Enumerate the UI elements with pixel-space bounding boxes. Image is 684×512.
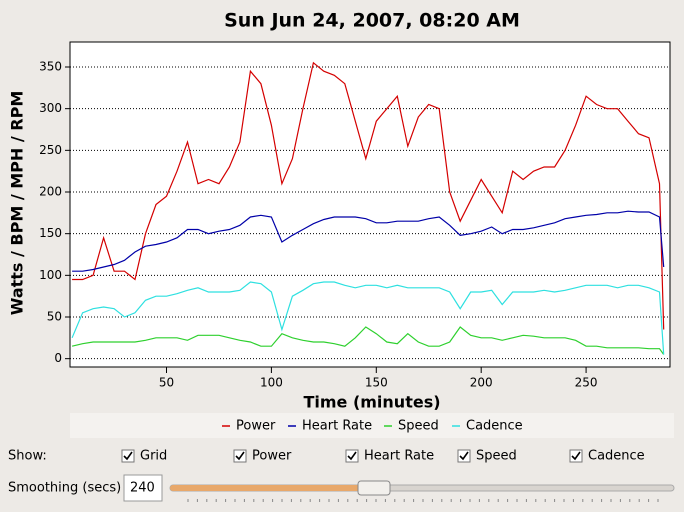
x-tick-label: 200: [470, 376, 493, 390]
series-line: [72, 61, 665, 330]
smoothing-input[interactable]: [123, 474, 163, 502]
x-axis-title: Time (minutes): [303, 393, 440, 412]
legend: Power Heart Rate Speed Cadence: [222, 419, 523, 434]
series-line: [72, 210, 665, 272]
y-tick-label: 150: [39, 226, 62, 240]
x-tick-label: 100: [260, 376, 283, 390]
controls: Show: Smoothing (secs) 240 Grid Power Hear…: [8, 449, 675, 502]
check-mark: [571, 451, 581, 461]
legend-label: Cadence: [466, 419, 523, 434]
legend-label: Speed: [398, 419, 439, 434]
x-tick-label: 150: [365, 376, 388, 390]
checkbox[interactable]: [569, 449, 583, 463]
smoothing-value: 240: [130, 481, 155, 496]
checkbox[interactable]: [121, 449, 135, 463]
checkbox-label[interactable]: Heart Rate: [364, 449, 434, 464]
checkbox-label[interactable]: Power: [252, 449, 292, 464]
show-label: Show:: [8, 449, 47, 464]
y-tick-label: 300: [39, 101, 62, 115]
legend-label: Heart Rate: [302, 419, 372, 434]
y-tick-label: 200: [39, 185, 62, 199]
checkbox[interactable]: [457, 449, 471, 463]
x-tick-label: 250: [575, 376, 598, 390]
y-tick-label: 350: [39, 60, 62, 74]
y-axis-title: Watts / BPM / MPH / RPM: [8, 91, 27, 316]
slider-ticks: [187, 499, 659, 502]
series-line: [71, 326, 665, 355]
plot-area: [69, 41, 671, 368]
check-mark: [123, 451, 133, 461]
chart-title: Sun Jun 24, 2007, 08:20 AM: [224, 10, 520, 32]
y-tick-label: 50: [47, 310, 62, 324]
checkbox-label[interactable]: Cadence: [588, 449, 645, 464]
slider-fill: [170, 485, 360, 491]
checkbox[interactable]: [233, 449, 247, 463]
check-mark: [347, 451, 357, 461]
checkbox-label[interactable]: Speed: [476, 449, 517, 464]
x-tick-label: 50: [159, 376, 174, 390]
series-line: [71, 281, 665, 355]
check-mark: [459, 451, 469, 461]
slider-thumb[interactable]: [357, 480, 391, 496]
checkbox[interactable]: [345, 449, 359, 463]
legend-label: Power: [236, 419, 276, 434]
smoothing-label: Smoothing (secs): [8, 481, 121, 496]
y-tick-label: 100: [39, 268, 62, 282]
y-tick-label: 0: [54, 351, 62, 365]
legend-box: [70, 413, 674, 438]
checkbox-label[interactable]: Grid: [140, 449, 167, 464]
y-tick-label: 250: [39, 143, 62, 157]
plot: 0 50 100 150 200 250 300 350 50 100 150 200 250: [39, 60, 670, 390]
check-mark: [235, 451, 245, 461]
